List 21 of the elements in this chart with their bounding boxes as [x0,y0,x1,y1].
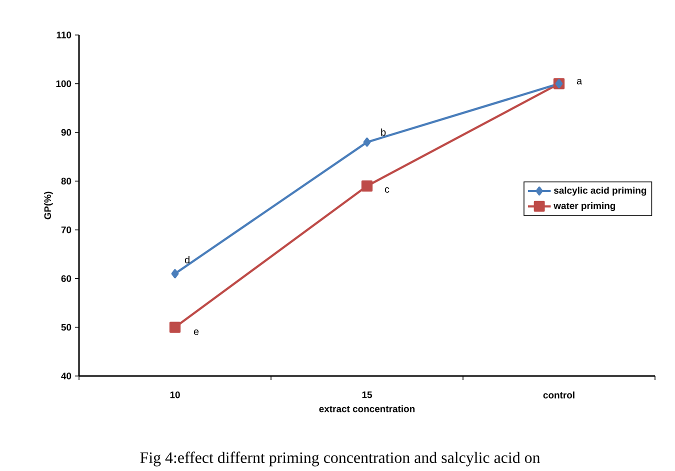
caption: Fig 4:effect differnt priming concentration and salcylic acid on [140,452,540,466]
annotation: b [381,128,386,136]
y-tick-label: 60 [61,275,72,282]
annotation: a [576,78,582,84]
y-tick-label: 50 [61,324,72,331]
x-axis-title: extract concentration [319,405,415,412]
y-tick-label: 90 [61,129,72,136]
y-tick-label: 100 [56,80,72,88]
legend-label: water priming [554,202,616,212]
x-tick-label: 10 [170,391,180,398]
y-tick-label: 70 [61,226,72,234]
annotation: d [184,256,190,264]
y-tick-label: 110 [56,32,72,38]
legend-label: salcylic acid priming [554,186,646,196]
annotation: c [384,187,390,193]
x-tick-label: control [543,391,574,398]
annotation: e [194,330,199,335]
y-axis-title: GP(%) [44,192,53,220]
y-tick-label: 40 [61,372,72,380]
y-tick-label: 80 [61,178,72,184]
x-tick-label: 15 [362,391,372,398]
